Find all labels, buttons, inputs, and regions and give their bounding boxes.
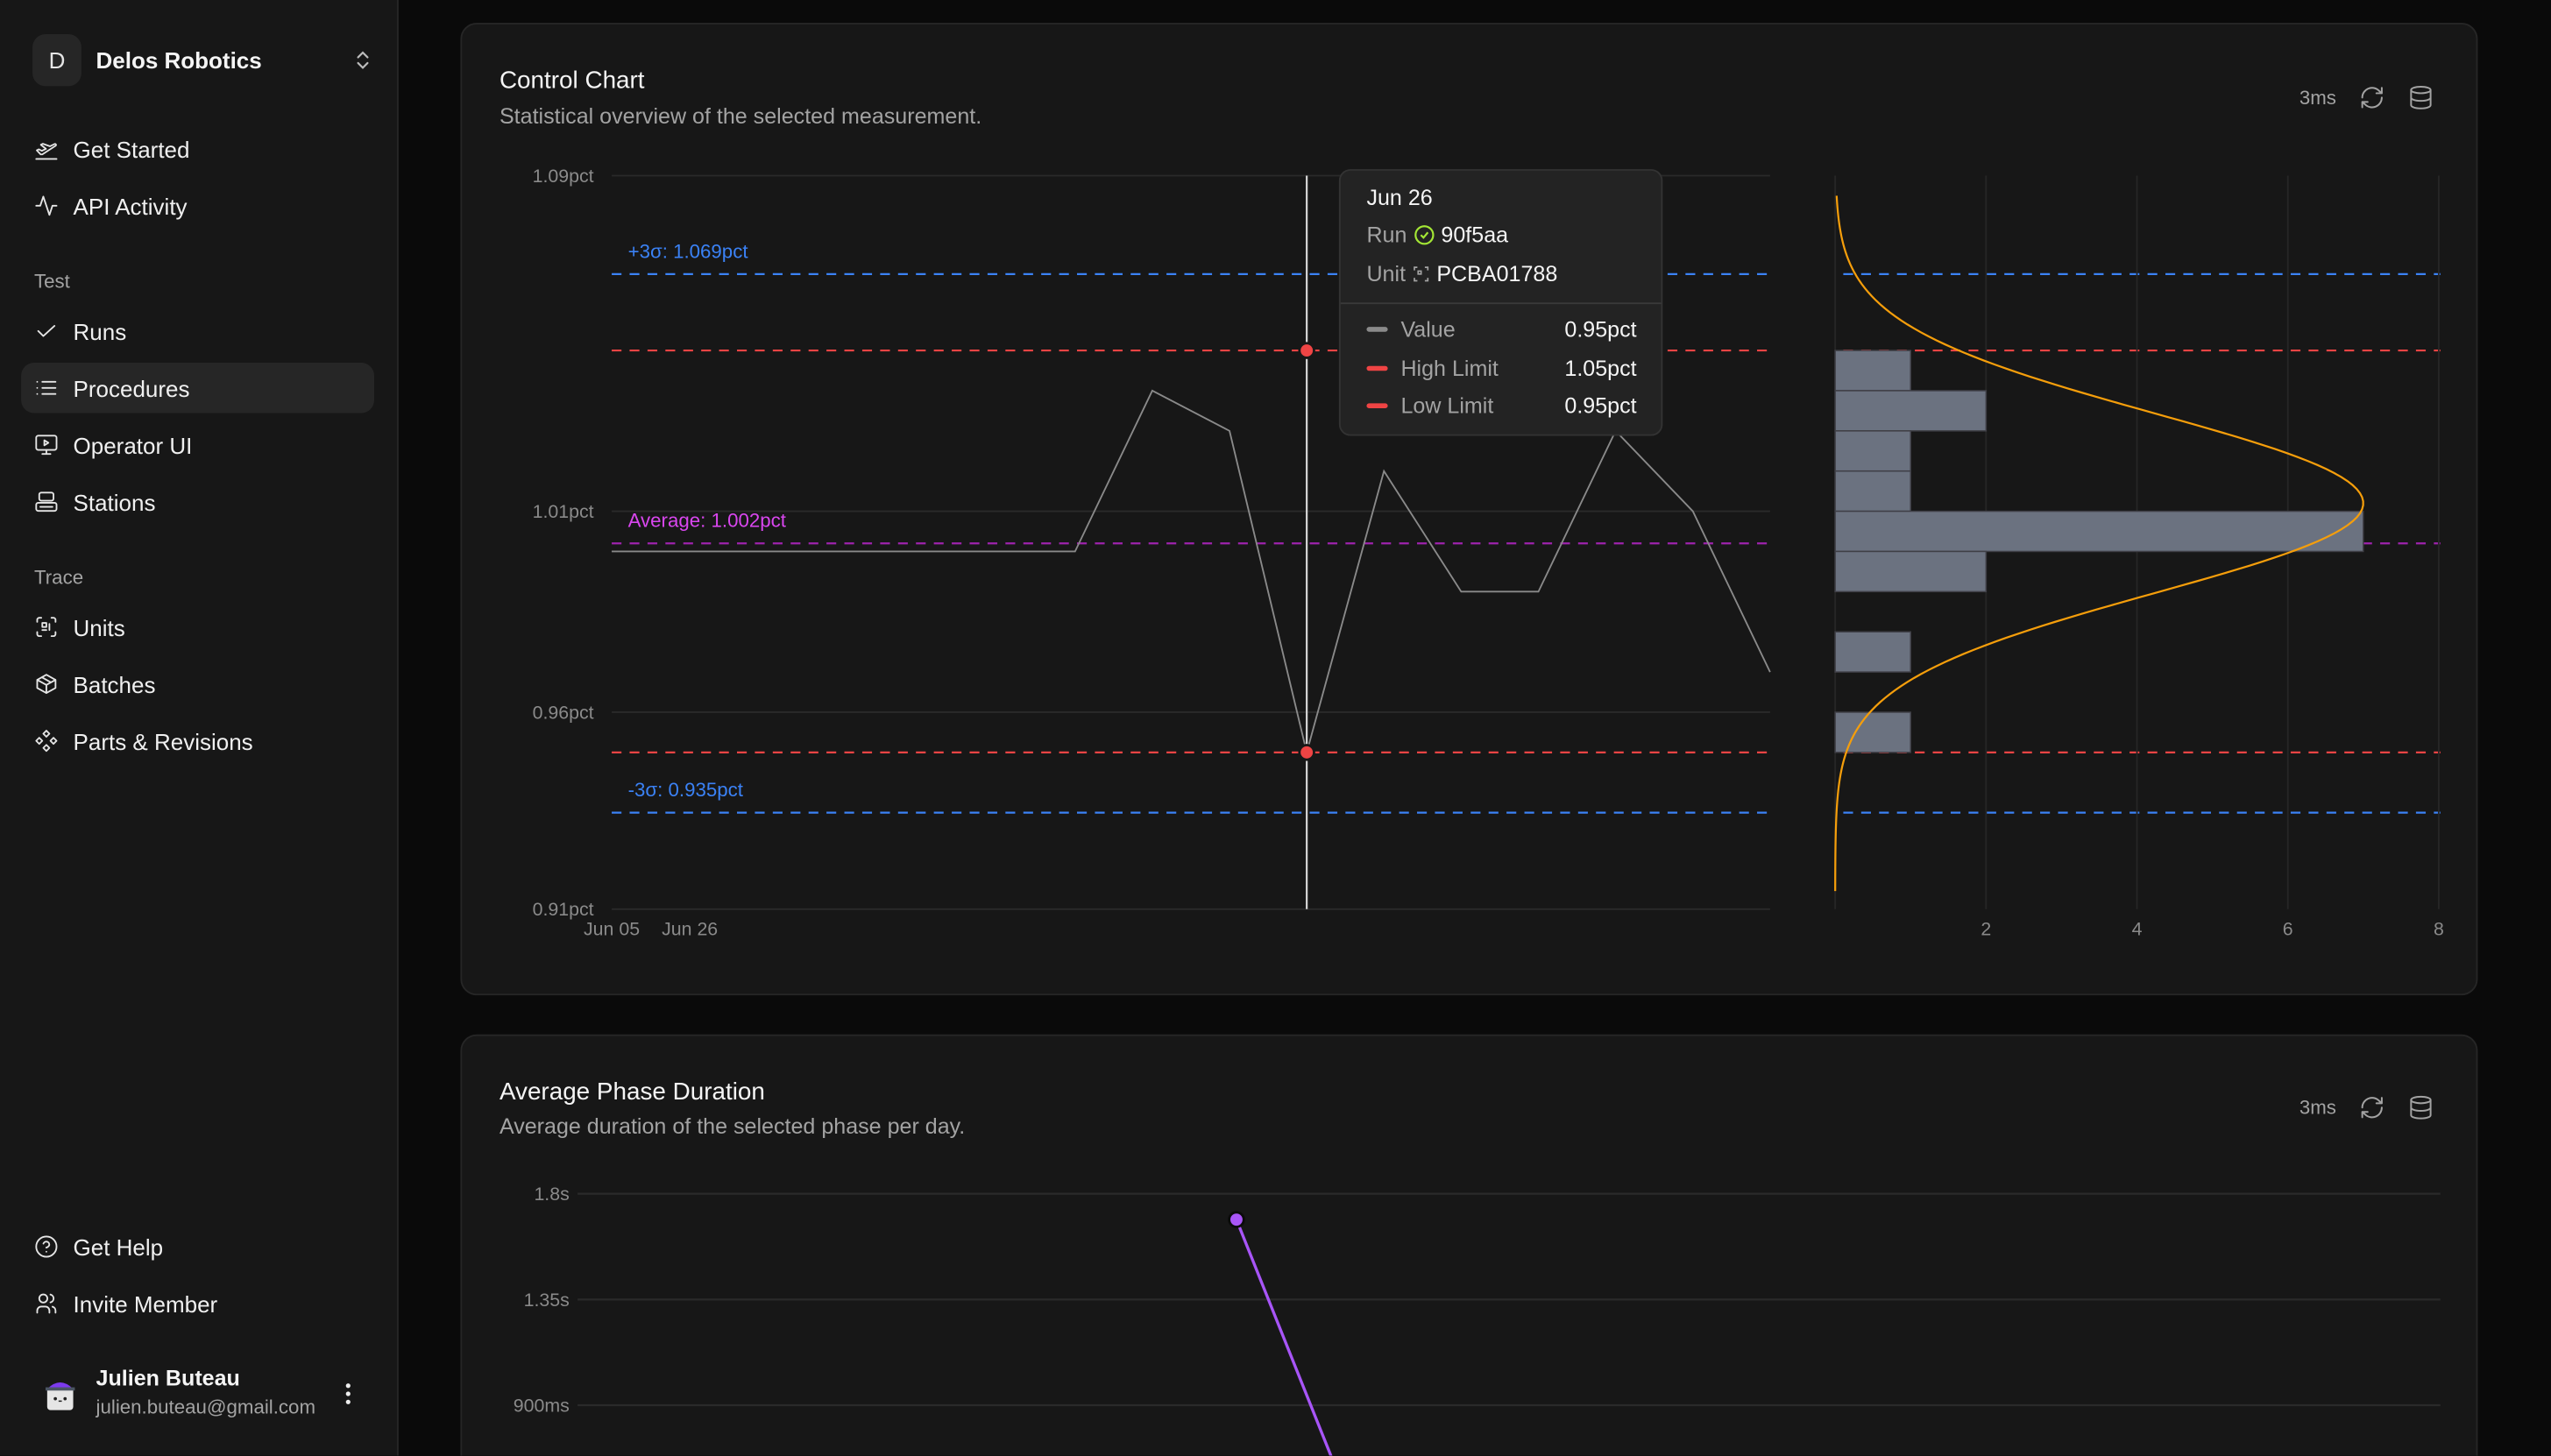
sidebar-item-label: Invite Member (73, 1290, 218, 1317)
row-label: Value (1400, 317, 1456, 342)
sidebar-item-label: Parts & Revisions (73, 727, 253, 754)
sidebar-item-get-started[interactable]: Get Started (21, 124, 374, 174)
users-icon (36, 1293, 57, 1314)
run-id[interactable]: 90f5aa (1441, 223, 1509, 248)
sidebar-item-operator-ui[interactable]: Operator UI (21, 420, 374, 470)
tooltip-date: Jun 26 (1366, 185, 1433, 210)
chart-tooltip: Jun 26 Run 90f5aa Unit PCBA01788 Value 0… (1338, 169, 1663, 436)
list-icon (36, 380, 57, 395)
avatar (45, 1382, 75, 1410)
org-avatar: D (32, 33, 81, 87)
card-title: Average Phase Duration (499, 1078, 765, 1106)
database-icon[interactable] (2408, 1094, 2434, 1120)
sidebar-item-runs[interactable]: Runs (21, 306, 374, 357)
sidebar-item-label: Runs (73, 317, 127, 344)
section-title-trace: Trace (33, 566, 84, 590)
refresh-icon[interactable] (2359, 1094, 2385, 1120)
unit-id[interactable]: PCBA01788 (1436, 261, 1558, 286)
row-label: High Limit (1400, 356, 1499, 381)
sidebar-item-get-help[interactable]: Get Help (21, 1221, 374, 1272)
user-profile[interactable]: Julien Buteau julien.buteau@gmail.com (39, 1363, 373, 1422)
row-value: 1.05pct (1564, 356, 1637, 381)
sidebar-item-label: Stations (73, 488, 156, 515)
tooltip-row-low-limit: Low Limit 0.95pct (1366, 393, 1637, 419)
activity-icon (35, 195, 58, 216)
card-title: Control Chart (499, 67, 645, 95)
unit-label: Unit (1366, 261, 1407, 286)
scan-icon (1414, 266, 1429, 282)
tooltip-row-value: Value 0.95pct (1366, 317, 1637, 342)
monitor-play-icon (35, 435, 58, 456)
legend-swatch (1366, 403, 1388, 408)
card-subtitle: Statistical overview of the selected mea… (499, 103, 982, 129)
divider (1340, 302, 1662, 305)
sidebar-item-api-activity[interactable]: API Activity (21, 180, 374, 231)
card-toolbar: 3ms (2299, 1094, 2434, 1120)
sidebar-item-invite-member[interactable]: Invite Member (21, 1278, 374, 1329)
tooltip-run: Run 90f5aa (1366, 223, 1508, 247)
org-name: Delos Robotics (96, 46, 262, 74)
package-icon (36, 674, 57, 695)
org-switcher[interactable]: D Delos Robotics (32, 33, 374, 87)
phase-duration-card: Average Phase Duration Average duration … (460, 1034, 2478, 1456)
sidebar-item-batches[interactable]: Batches (21, 659, 374, 710)
card-subtitle: Average duration of the selected phase p… (499, 1113, 966, 1139)
user-name: Julien Buteau (96, 1366, 240, 1391)
station-icon (35, 491, 58, 512)
plane-takeoff-icon (35, 143, 58, 160)
components-icon (35, 730, 58, 753)
scan-icon (36, 617, 57, 638)
sidebar-item-procedures[interactable]: Procedures (21, 362, 374, 413)
sidebar-item-label: Operator UI (73, 431, 193, 458)
row-value: 0.95pct (1564, 317, 1637, 342)
sidebar-item-label: Units (73, 613, 125, 640)
legend-swatch (1366, 365, 1388, 371)
database-icon[interactable] (2408, 85, 2434, 111)
sidebar-item-label: Procedures (73, 374, 190, 401)
sidebar-item-label: API Activity (73, 192, 188, 219)
sidebar: D Delos Robotics Get Started API Activit… (0, 0, 399, 1456)
card-toolbar: 3ms (2299, 85, 2434, 111)
more-vertical-icon[interactable] (342, 1381, 355, 1407)
section-title-test: Test (33, 270, 70, 293)
check-circle-icon (1414, 225, 1435, 245)
sidebar-item-parts-revisions[interactable]: Parts & Revisions (21, 716, 374, 767)
legend-swatch (1366, 327, 1388, 332)
query-timing: 3ms (2299, 86, 2336, 110)
sidebar-item-units[interactable]: Units (21, 602, 374, 653)
sidebar-item-label: Get Started (73, 136, 190, 162)
help-circle-icon (35, 1235, 58, 1258)
refresh-icon[interactable] (2359, 85, 2385, 111)
tooltip-unit: Unit PCBA01788 (1366, 262, 1557, 286)
row-label: Low Limit (1400, 393, 1494, 419)
sidebar-item-label: Get Help (73, 1233, 164, 1260)
row-value: 0.95pct (1564, 393, 1637, 419)
run-label: Run (1366, 223, 1407, 248)
query-timing: 3ms (2299, 1096, 2336, 1120)
chevrons-up-down-icon (357, 51, 369, 69)
check-icon (37, 325, 56, 337)
user-email: julien.buteau@gmail.com (96, 1395, 316, 1418)
sidebar-item-stations[interactable]: Stations (21, 477, 374, 527)
sidebar-item-label: Batches (73, 670, 156, 697)
tooltip-row-high-limit: High Limit 1.05pct (1366, 356, 1637, 381)
